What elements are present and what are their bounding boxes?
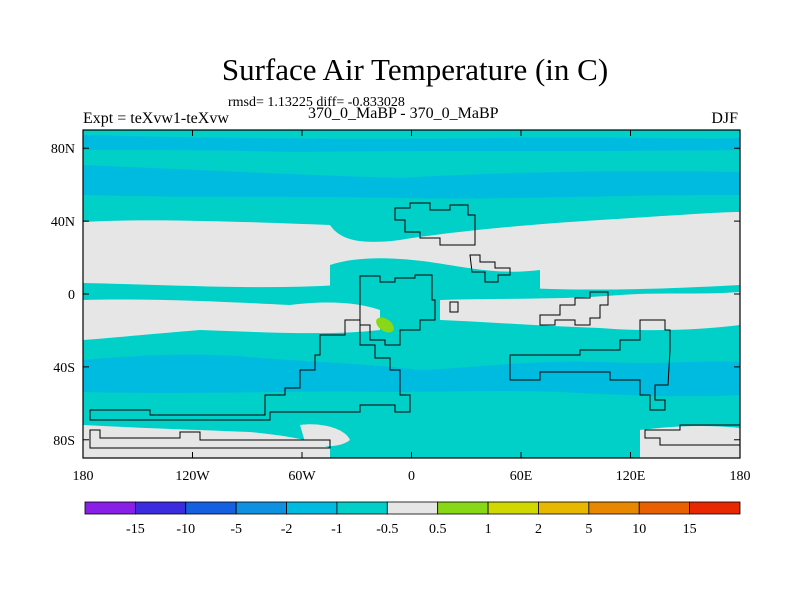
coastline-southwest-continent [89, 319, 411, 421]
colorbar-swatch [437, 501, 489, 515]
colorbar-swatch [286, 501, 338, 515]
field-cool-band-south [83, 354, 740, 397]
lon-tick-label: 60W [288, 469, 316, 484]
field-neutral-south-west [83, 299, 380, 340]
colorbar-swatch [336, 501, 388, 515]
field-cool-arctic [83, 135, 740, 152]
lon-tick-label: 120W [175, 469, 210, 484]
colorbar-swatch [538, 501, 590, 515]
field-equatorial-cyan [330, 258, 540, 301]
colorbar-swatch [689, 501, 741, 515]
lon-tick-label: 180 [73, 469, 94, 484]
colorbar-label: 2 [535, 522, 542, 537]
lat-tick-label: 40N [51, 215, 75, 230]
colorbar-swatch [588, 501, 640, 515]
colorbar-swatch [487, 501, 539, 515]
lat-tick-label: 80S [53, 434, 75, 449]
field-neutral-antarctic-west [83, 425, 330, 458]
coastline-north-continent [394, 202, 476, 246]
colorbar-label: 5 [585, 522, 592, 537]
colorbar-swatch [235, 501, 287, 515]
colorbar-label: 1 [485, 522, 492, 537]
coastline-island-northeast [469, 254, 511, 283]
contour-fields [83, 130, 740, 458]
colorbar-swatch [638, 501, 691, 515]
colorbar-swatch [386, 501, 439, 515]
field-neutral-north [83, 212, 740, 290]
colorbar-swatch [185, 501, 237, 515]
stats-line: rmsd= 1.13225 diff= -0.833028 [228, 95, 405, 110]
colorbar-label: 15 [683, 522, 697, 537]
coastline-southeast-continent [509, 319, 671, 411]
colorbar-label: -5 [230, 522, 242, 537]
lon-axis: 180 120W 60W 0 60E 120E 180 [73, 130, 751, 484]
coastline-central-continent [359, 274, 436, 346]
colorbar-swatch [134, 501, 187, 515]
case-label: 370_0_MaBP - 370_0_MaBP [308, 105, 499, 122]
coastline-east-island [539, 291, 609, 326]
lon-tick-label: 0 [408, 469, 415, 484]
field-cool-band-north [83, 165, 740, 199]
colorbar-label: -10 [176, 522, 195, 537]
coastline-antarctic-east [644, 424, 740, 446]
coastline-small-island [449, 301, 459, 313]
colorbar-label: -0.5 [376, 522, 398, 537]
lat-tick-label: 40S [53, 361, 75, 376]
field-warm-patch [376, 317, 394, 333]
lon-tick-label: 120E [616, 469, 646, 484]
coastlines [89, 202, 740, 449]
field-neutral-antarctic-east [640, 425, 740, 458]
lat-tick-label: 0 [68, 288, 75, 303]
experiment-label: Expt = teXvw1-teXvw [83, 110, 229, 127]
colorbar: -15 -10 -5 -2 -1 -0.5 0.5 1 2 5 10 15 [84, 501, 741, 537]
lat-axis: 80N 40N 0 40S 80S [51, 142, 740, 449]
season-label: DJF [711, 110, 738, 127]
lon-tick-label: 60E [510, 469, 533, 484]
colorbar-label: 10 [632, 522, 646, 537]
lon-tick-label: 180 [730, 469, 751, 484]
colorbar-label: 0.5 [429, 522, 447, 537]
lat-tick-label: 80N [51, 142, 75, 157]
colorbar-label: -2 [281, 522, 293, 537]
coastline-antarctic-west [89, 429, 331, 449]
map-title: Surface Air Temperature (in C) [221, 52, 609, 87]
colorbar-swatch [84, 501, 136, 515]
colorbar-label: -15 [126, 522, 145, 537]
colorbar-label: -1 [331, 522, 343, 537]
field-neutral-patch [300, 424, 350, 447]
